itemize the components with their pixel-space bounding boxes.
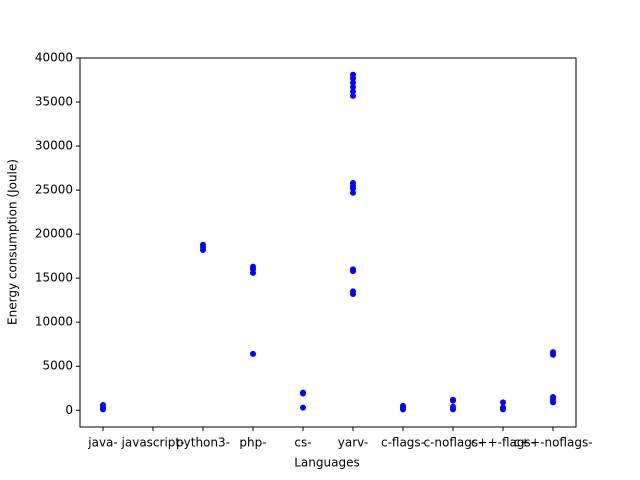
point xyxy=(350,84,356,91)
plot-frame xyxy=(79,57,577,428)
point xyxy=(400,402,406,409)
y-tick-label: 35000 xyxy=(35,95,73,109)
x-tick-label: cs- xyxy=(294,436,311,450)
point xyxy=(450,396,456,403)
point xyxy=(350,180,356,187)
x-tick-label: c-noflags- xyxy=(424,436,483,450)
x-tick-label: php- xyxy=(239,436,266,450)
y-tick-label: 5000 xyxy=(42,359,73,373)
y-tick-label: 15000 xyxy=(35,271,73,285)
point xyxy=(500,399,506,406)
x-tick-label: java- xyxy=(87,436,117,450)
y-tick-label: 40000 xyxy=(35,51,73,65)
y-tick-label: 25000 xyxy=(35,183,73,197)
point xyxy=(350,79,356,86)
y-tick-label: 0 xyxy=(65,403,73,417)
point xyxy=(350,266,356,273)
x-tick-label: c-flags- xyxy=(381,436,425,450)
x-tick-label: c++-flags- xyxy=(471,436,535,450)
y-axis-label: Energy consumption (Joule) xyxy=(6,159,20,325)
point xyxy=(550,349,556,356)
point xyxy=(350,189,356,196)
point xyxy=(100,401,106,408)
point xyxy=(450,403,456,410)
y-tick-label: 30000 xyxy=(35,139,73,153)
x-tick-label: yarv- xyxy=(338,436,369,450)
point xyxy=(250,263,256,270)
point xyxy=(350,88,356,95)
point xyxy=(250,350,256,357)
point xyxy=(300,389,306,396)
point xyxy=(350,92,356,99)
point xyxy=(550,394,556,401)
x-tick-label: javascript- xyxy=(121,436,185,450)
point xyxy=(200,241,206,248)
point xyxy=(300,404,306,411)
x-axis-label: Languages xyxy=(294,456,359,470)
x-tick-label: python3- xyxy=(176,436,230,450)
y-tick-label: 20000 xyxy=(35,227,73,241)
y-tick-label: 10000 xyxy=(35,315,73,329)
point xyxy=(350,71,356,78)
x-tick-label: c++-noflags- xyxy=(513,436,592,450)
point xyxy=(500,404,506,411)
point xyxy=(350,288,356,295)
